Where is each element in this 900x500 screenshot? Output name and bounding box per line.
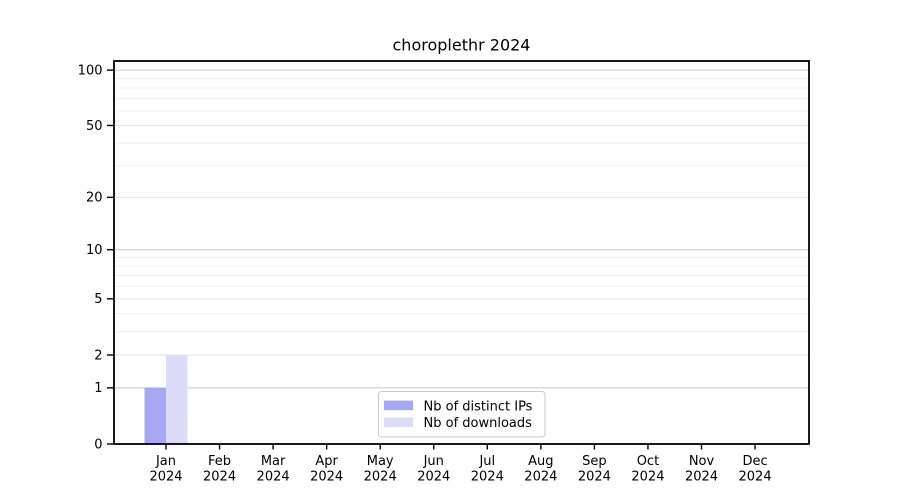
x-axis-year-label-aug: 2024 (524, 470, 557, 485)
x-axis-year-label-sep: 2024 (578, 470, 611, 485)
x-axis-month-label-dec: Dec (742, 454, 767, 469)
x-axis-year-label-jul: 2024 (471, 470, 504, 485)
x-axis-year-label-dec: 2024 (739, 470, 772, 485)
plot-border (113, 60, 810, 445)
x-axis-year-label-nov: 2024 (685, 470, 718, 485)
legend-label-downloads: Nb of downloads (424, 416, 533, 431)
y-axis-tick-label-10: 10 (86, 243, 103, 258)
y-axis-tick-label-2: 2 (94, 348, 102, 363)
legend-swatch-downloads (384, 417, 413, 427)
x-axis-month-label-jul: Jul (478, 454, 495, 469)
y-axis-tick-label-100: 100 (78, 63, 103, 78)
gridlines (114, 69, 809, 389)
y-axis-tick-label-1: 1 (94, 381, 102, 396)
y-axis-tick-label-50: 50 (86, 119, 103, 134)
y-axis-tick-label-5: 5 (94, 292, 102, 307)
y-axis: 0 1 2 5 10 20 50 100 (78, 63, 114, 452)
x-axis-year-label-jun: 2024 (417, 470, 450, 485)
legend-swatch-distinct-ips (384, 400, 413, 411)
y-axis-tick-label-0: 0 (94, 437, 102, 452)
y-axis-tick-label-20: 20 (86, 191, 103, 206)
x-axis-month-label-feb: Feb (208, 454, 231, 469)
x-axis-year-label-feb: 2024 (203, 470, 236, 485)
x-axis-month-label-aug: Aug (528, 454, 553, 469)
x-axis-year-label-mar: 2024 (257, 470, 290, 485)
chart-title: choroplethr 2024 (393, 36, 531, 55)
x-axis-year-label-apr: 2024 (310, 470, 343, 485)
x-axis: Jan2024Feb2024Mar2024Apr2024May2024Jun20… (149, 444, 772, 485)
x-axis-month-label-may: May (367, 454, 394, 469)
x-axis-year-label-jan: 2024 (149, 470, 182, 485)
legend-box (378, 391, 546, 438)
x-axis-month-label-apr: Apr (315, 454, 338, 469)
x-axis-year-label-oct: 2024 (631, 470, 664, 485)
bar-downloads-jan (166, 354, 188, 444)
x-axis-month-label-jun: Jun (423, 454, 444, 469)
x-axis-month-label-sep: Sep (582, 454, 607, 469)
x-axis-month-label-jan: Jan (155, 454, 176, 469)
x-axis-year-label-may: 2024 (364, 470, 397, 485)
x-axis-month-label-mar: Mar (261, 454, 286, 469)
bars (144, 354, 188, 444)
bar-distinct-ips-jan (144, 387, 166, 444)
x-axis-month-label-nov: Nov (689, 454, 715, 469)
legend: Nb of distinct IPs Nb of downloads (378, 391, 546, 438)
x-axis-month-label-oct: Oct (637, 454, 659, 469)
legend-label-distinct-ips: Nb of distinct IPs (424, 399, 533, 414)
